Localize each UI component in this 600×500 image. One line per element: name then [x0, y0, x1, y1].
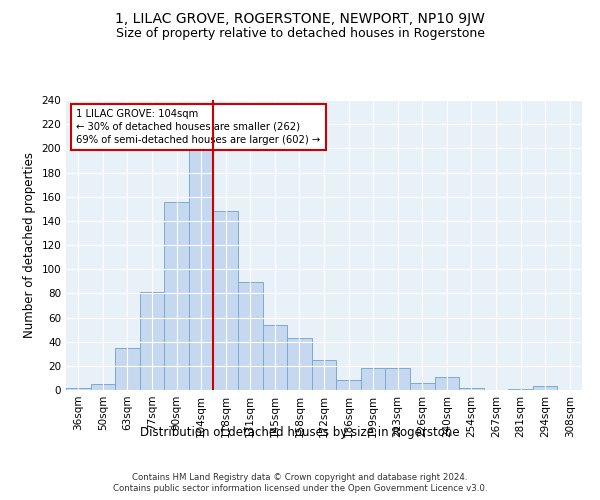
Bar	[385, 368, 410, 390]
Text: 1 LILAC GROVE: 104sqm
← 30% of detached houses are smaller (262)
69% of semi-det: 1 LILAC GROVE: 104sqm ← 30% of detached …	[76, 108, 320, 145]
Bar	[164, 202, 189, 390]
Text: Contains public sector information licensed under the Open Government Licence v3: Contains public sector information licen…	[113, 484, 487, 493]
Bar	[91, 384, 115, 390]
Bar	[238, 282, 263, 390]
Text: Contains HM Land Registry data © Crown copyright and database right 2024.: Contains HM Land Registry data © Crown c…	[132, 472, 468, 482]
Bar	[140, 292, 164, 390]
Bar	[287, 338, 312, 390]
Text: Distribution of detached houses by size in Rogerstone: Distribution of detached houses by size …	[140, 426, 460, 439]
Bar	[410, 383, 434, 390]
Bar	[508, 389, 533, 390]
Bar	[263, 325, 287, 390]
Bar	[189, 146, 214, 390]
Bar	[336, 380, 361, 390]
Bar	[115, 348, 140, 390]
Bar	[459, 388, 484, 390]
Bar	[312, 360, 336, 390]
Bar	[533, 386, 557, 390]
Y-axis label: Number of detached properties: Number of detached properties	[23, 152, 36, 338]
Bar	[434, 376, 459, 390]
Bar	[66, 388, 91, 390]
Text: 1, LILAC GROVE, ROGERSTONE, NEWPORT, NP10 9JW: 1, LILAC GROVE, ROGERSTONE, NEWPORT, NP1…	[115, 12, 485, 26]
Bar	[361, 368, 385, 390]
Bar	[214, 211, 238, 390]
Text: Size of property relative to detached houses in Rogerstone: Size of property relative to detached ho…	[115, 28, 485, 40]
